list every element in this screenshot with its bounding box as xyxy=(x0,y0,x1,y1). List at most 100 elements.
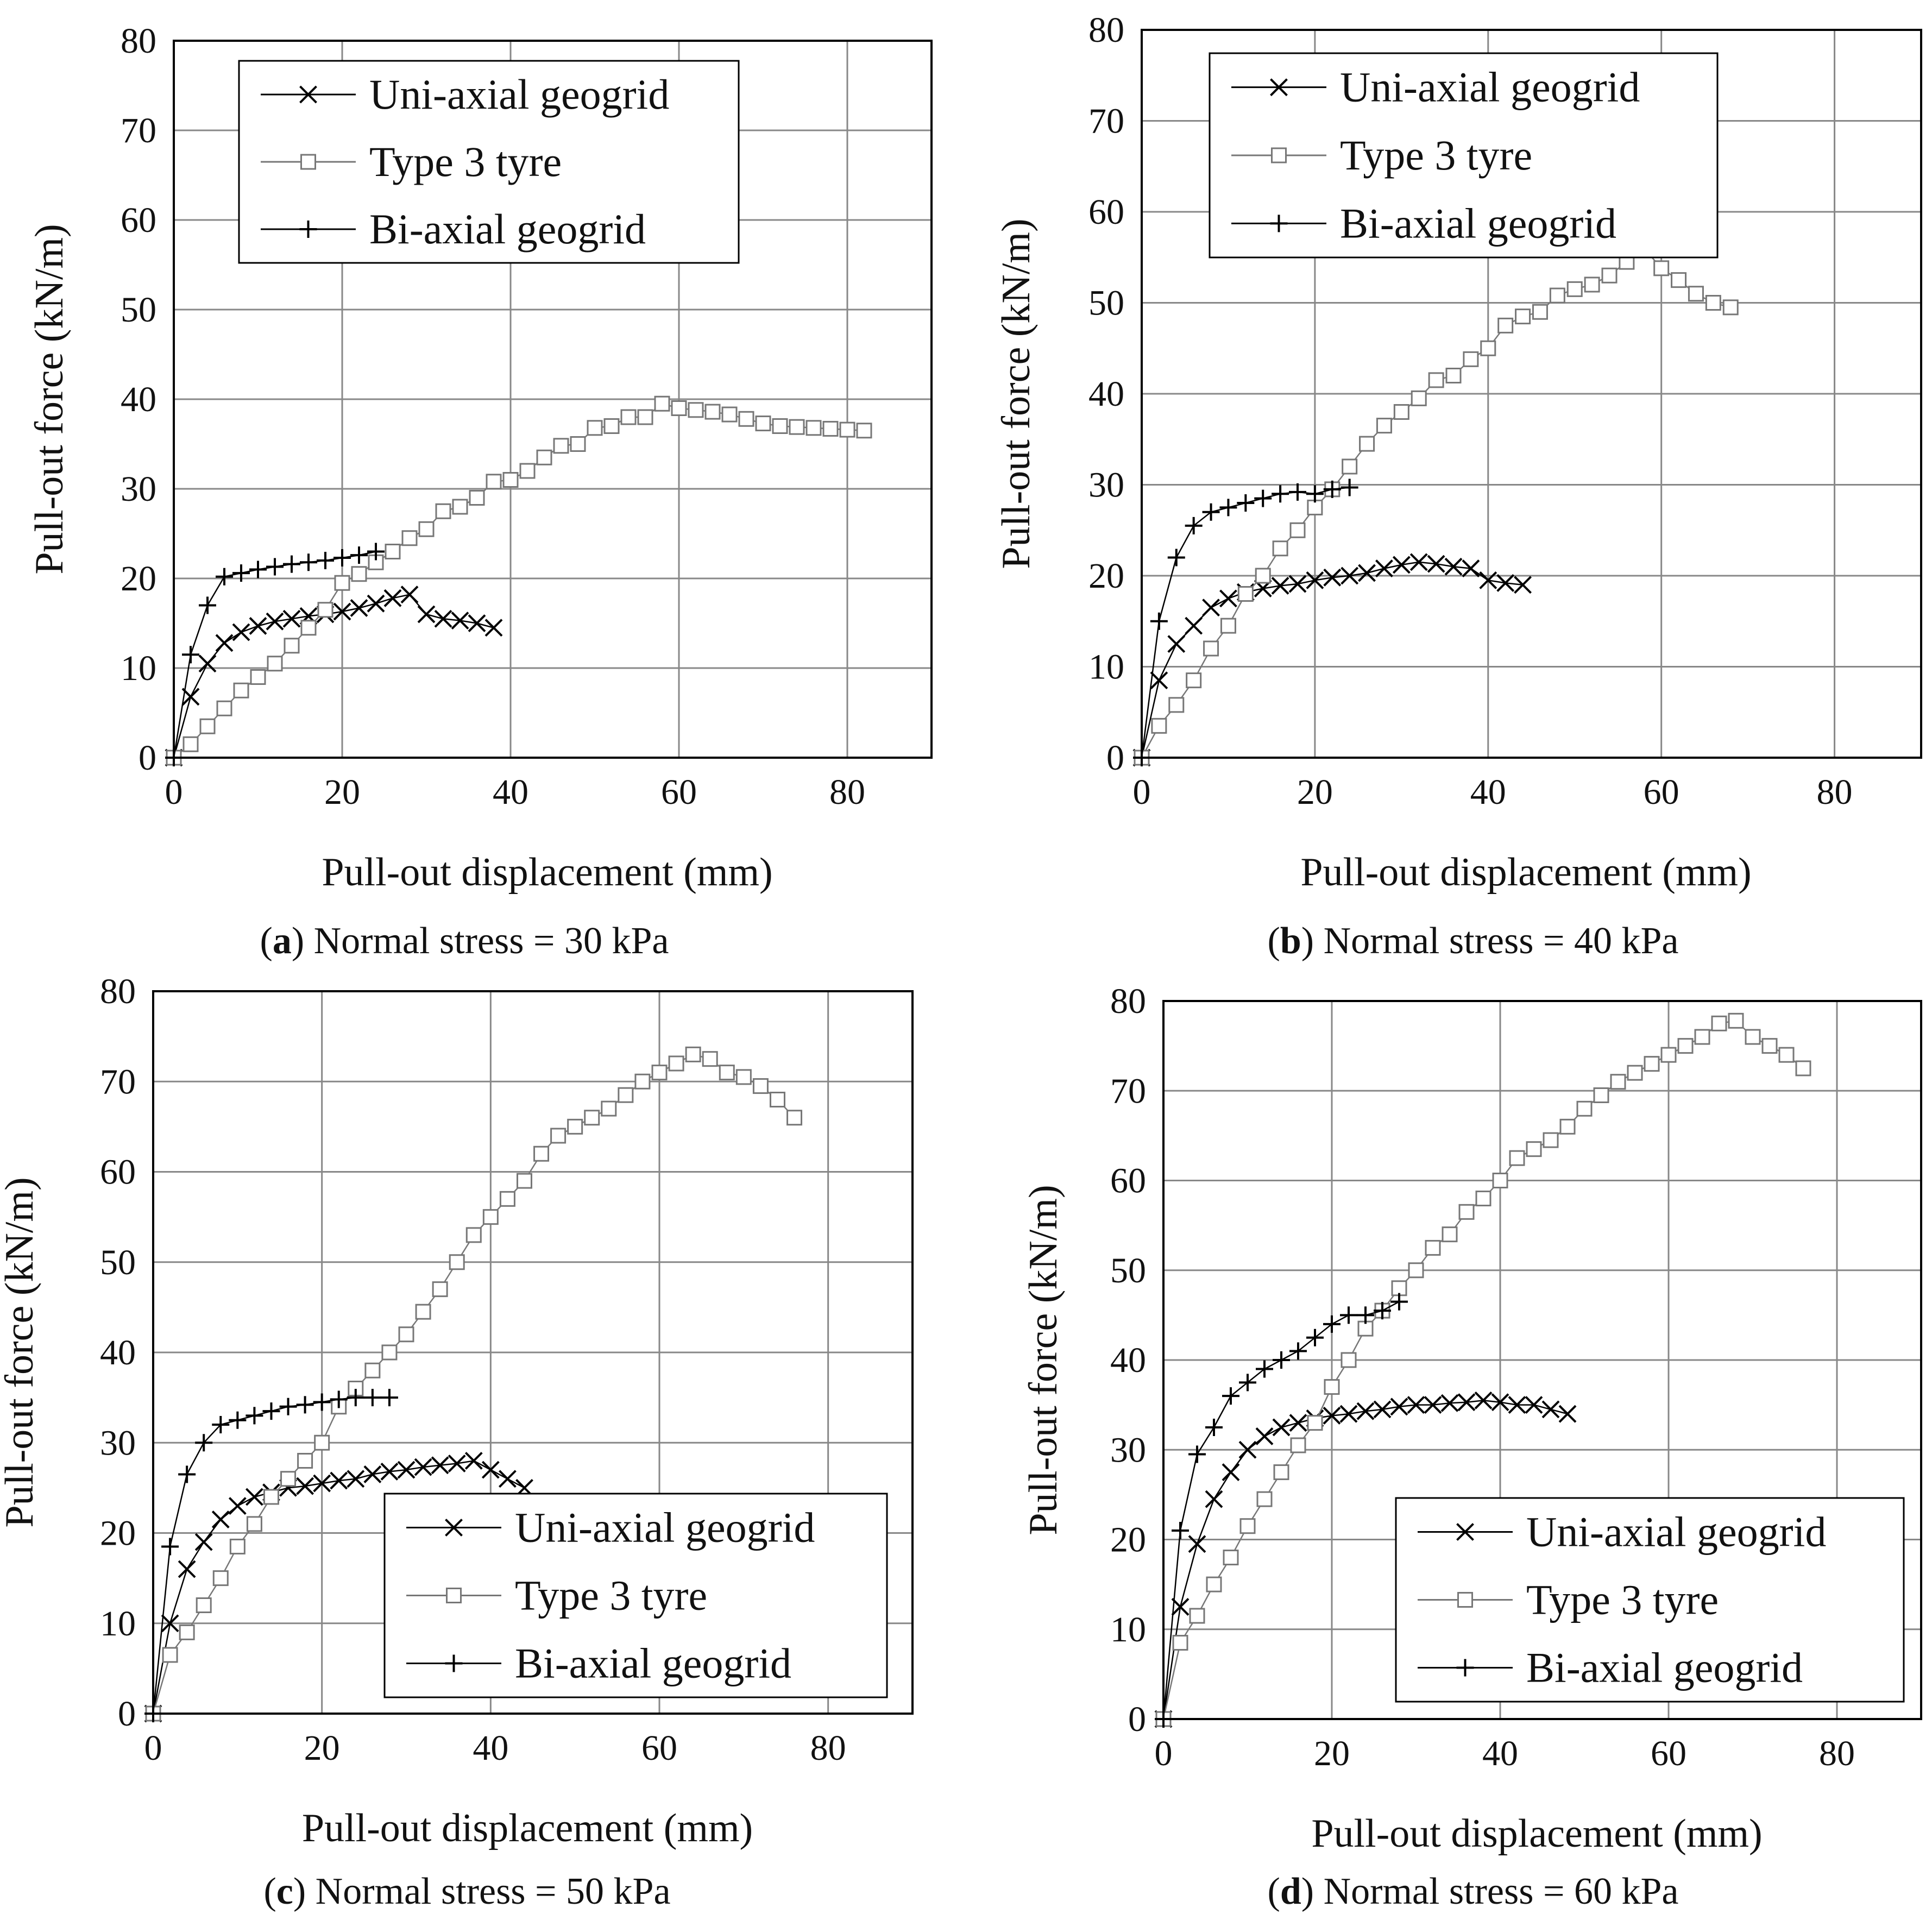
data-point xyxy=(1375,559,1393,578)
y-tick-label: 20 xyxy=(1088,556,1124,596)
data-point xyxy=(464,1452,483,1470)
data-point xyxy=(484,619,503,637)
data-point xyxy=(1255,568,1271,584)
data-point xyxy=(313,1474,331,1493)
data-point xyxy=(1172,1521,1189,1539)
legend-marker xyxy=(445,1654,463,1672)
data-point xyxy=(469,490,485,506)
legend-marker xyxy=(299,221,317,238)
series-square xyxy=(166,395,872,766)
data-point xyxy=(482,1209,499,1225)
data-point xyxy=(283,555,300,573)
data-point xyxy=(1273,1464,1289,1481)
x-tick-label: 20 xyxy=(1297,772,1333,812)
data-point xyxy=(1271,577,1289,595)
data-point xyxy=(567,1118,583,1135)
y-tick-label: 0 xyxy=(118,1694,136,1734)
y-tick-label: 70 xyxy=(100,1062,136,1101)
data-point xyxy=(805,420,822,436)
legend-label: Type 3 tyre xyxy=(369,138,562,185)
data-point xyxy=(1272,1418,1291,1437)
y-tick-label: 80 xyxy=(121,21,156,61)
data-point xyxy=(1514,576,1532,594)
data-point xyxy=(1222,1463,1240,1481)
data-point xyxy=(198,654,217,673)
data-point xyxy=(1445,368,1462,383)
data-point xyxy=(1728,1012,1744,1029)
plot-frame xyxy=(152,990,914,1715)
data-point xyxy=(1202,599,1220,617)
data-point xyxy=(789,419,805,435)
series-plus xyxy=(165,543,385,766)
data-point xyxy=(1151,717,1167,734)
data-point xyxy=(1543,1132,1559,1148)
data-point xyxy=(199,596,216,614)
data-point xyxy=(1189,1608,1205,1624)
data-point xyxy=(1239,1518,1256,1534)
data-point xyxy=(1205,1490,1223,1508)
y-tick-label: 60 xyxy=(100,1153,136,1192)
data-point xyxy=(553,438,569,454)
data-point xyxy=(334,575,350,591)
data-point xyxy=(1457,1393,1476,1412)
data-point xyxy=(1222,1387,1239,1405)
data-point xyxy=(347,1389,364,1407)
caption-letter: a xyxy=(273,920,292,962)
data-point xyxy=(1532,304,1548,320)
data-point xyxy=(1357,1320,1374,1337)
data-point xyxy=(250,669,266,685)
series-plus xyxy=(144,1389,398,1722)
legend-label: Type 3 tyre xyxy=(515,1572,707,1619)
x-tick-label: 60 xyxy=(661,772,697,812)
y-tick-label: 50 xyxy=(1088,284,1124,323)
data-point xyxy=(182,646,199,664)
x-axis-title: Pull-out displacement (mm) xyxy=(1300,850,1751,895)
data-point xyxy=(162,1647,178,1663)
x-tick-label: 60 xyxy=(641,1728,677,1768)
data-point xyxy=(1237,494,1255,512)
data-point xyxy=(735,1069,752,1085)
data-point xyxy=(1408,1262,1424,1279)
y-tick-label: 40 xyxy=(121,380,156,419)
y-tick-label: 20 xyxy=(121,559,156,599)
data-point xyxy=(249,561,267,578)
legend-marker xyxy=(445,1519,463,1537)
data-point xyxy=(1508,1396,1526,1414)
panel-caption: (a) Normal stress = 30 kPa xyxy=(260,920,669,962)
legend-label: Bi-axial geogrid xyxy=(515,1640,791,1687)
data-point xyxy=(1688,286,1704,302)
legend-marker xyxy=(300,154,316,170)
data-point xyxy=(266,612,284,631)
data-point xyxy=(856,423,872,439)
y-tick-label: 30 xyxy=(1110,1430,1146,1470)
data-point xyxy=(536,449,552,465)
legend-label: Uni-axial geogrid xyxy=(1526,1508,1826,1556)
data-point xyxy=(216,568,233,586)
y-tick-label: 20 xyxy=(100,1514,136,1553)
data-point xyxy=(280,1471,297,1487)
legend-label: Bi-axial geogrid xyxy=(1526,1644,1803,1691)
caption-text: ) Normal stress = 60 kPa xyxy=(1301,1871,1679,1912)
data-point xyxy=(1219,499,1237,517)
data-point xyxy=(279,1397,297,1415)
data-point xyxy=(668,1055,684,1072)
data-point xyxy=(1653,260,1670,276)
data-point xyxy=(451,612,469,629)
caption-text: ) Normal stress = 30 kPa xyxy=(292,920,669,962)
plot-frame xyxy=(1141,29,1922,759)
data-point xyxy=(1188,1535,1206,1553)
caption-text: ) Normal stress = 50 kPa xyxy=(293,1871,671,1912)
legend: Uni-axial geogrid Type 3 tyre Bi-axial geo… xyxy=(238,60,740,264)
data-point xyxy=(570,436,586,452)
data-point xyxy=(216,700,232,716)
data-point xyxy=(367,594,385,613)
data-point xyxy=(1475,1191,1492,1207)
data-point xyxy=(1492,1173,1508,1188)
data-point xyxy=(1272,540,1288,557)
x-axis-title: Pull-out displacement (mm) xyxy=(1311,1811,1762,1856)
legend-marker xyxy=(1270,78,1288,97)
legend-label: Type 3 tyre xyxy=(1340,131,1532,179)
data-point xyxy=(1425,1239,1441,1256)
x-tick-label: 60 xyxy=(1644,772,1679,812)
data-point xyxy=(702,1051,718,1067)
